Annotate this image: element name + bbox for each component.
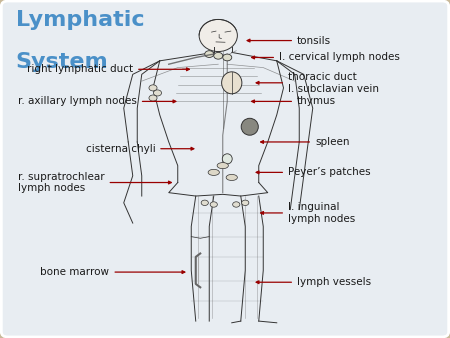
Circle shape: [149, 85, 157, 91]
Text: r. supratrochlear
lymph nodes: r. supratrochlear lymph nodes: [18, 172, 171, 193]
Circle shape: [201, 200, 208, 206]
Text: l. inguinal
lymph nodes: l. inguinal lymph nodes: [261, 202, 355, 224]
Text: thymus: thymus: [252, 96, 336, 106]
Text: spleen: spleen: [261, 137, 350, 147]
Ellipse shape: [222, 154, 232, 164]
Circle shape: [242, 200, 249, 206]
Text: l. cervical lymph nodes: l. cervical lymph nodes: [252, 52, 400, 63]
Ellipse shape: [226, 174, 238, 180]
Text: tonsils: tonsils: [247, 35, 331, 46]
Text: cisterna chyli: cisterna chyli: [86, 144, 194, 154]
Circle shape: [149, 95, 157, 101]
Text: bone marrow: bone marrow: [40, 267, 185, 277]
Circle shape: [210, 202, 217, 207]
Text: System: System: [16, 52, 108, 72]
Circle shape: [153, 90, 162, 96]
Text: lymph vessels: lymph vessels: [256, 277, 371, 287]
Ellipse shape: [221, 72, 242, 94]
Circle shape: [223, 54, 232, 61]
Circle shape: [205, 51, 214, 57]
Text: right lymphatic duct: right lymphatic duct: [27, 64, 189, 74]
Text: thoracic duct
l. subclavian vein: thoracic duct l. subclavian vein: [256, 72, 379, 94]
Ellipse shape: [208, 169, 220, 175]
Text: Lymphatic: Lymphatic: [16, 10, 144, 30]
Circle shape: [214, 52, 223, 59]
Text: r. axillary lymph nodes: r. axillary lymph nodes: [18, 96, 176, 106]
Ellipse shape: [217, 163, 228, 169]
Circle shape: [233, 202, 240, 207]
Text: Peyer’s patches: Peyer’s patches: [256, 167, 371, 177]
Ellipse shape: [199, 19, 238, 52]
Ellipse shape: [241, 118, 258, 135]
